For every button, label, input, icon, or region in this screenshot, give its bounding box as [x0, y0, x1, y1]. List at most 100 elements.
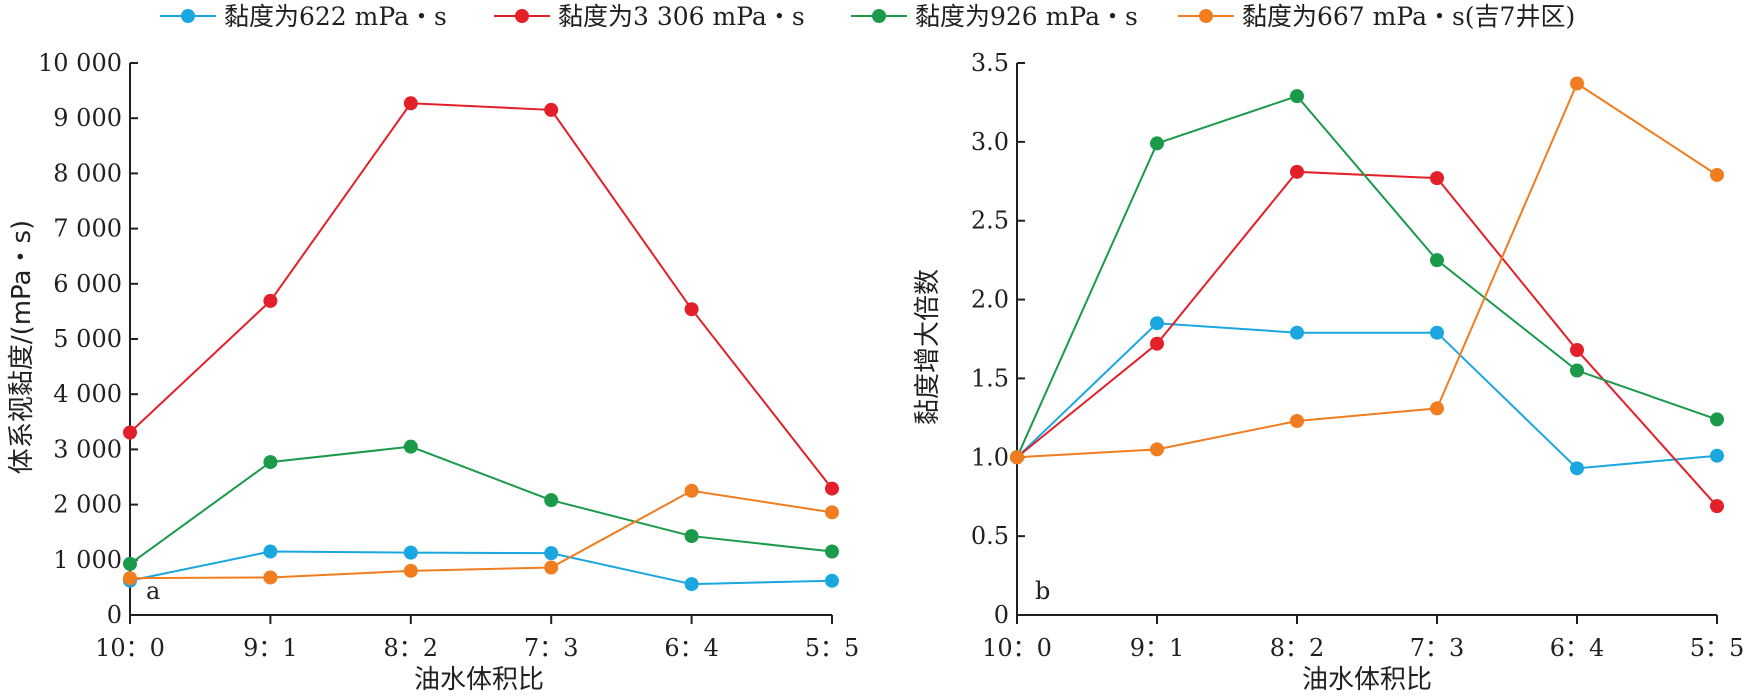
- chart-b-series-1-point: [1710, 448, 1724, 463]
- chart-a-series-2-point: [825, 481, 839, 496]
- chart-b-series-4-point: [1010, 450, 1024, 465]
- chart-a-y-axis-title: 体系视黏度/(mPa・s): [7, 220, 37, 474]
- chart-a-series-4-point: [403, 563, 418, 578]
- chart-a-y-tick-label: 3 000: [53, 435, 122, 463]
- chart-b-axes: 0 0.5 1.0 1.5 2.0 2.5 3.0 3.5 10：0 9：1 8：2 7：3 6：4 5：…: [971, 49, 1744, 662]
- chart-b-series-4-line: [1016, 82, 1718, 459]
- chart-b-series-2-point: [1290, 164, 1304, 179]
- chart-b-series-4: [1010, 76, 1724, 465]
- chart-b-y-tick-label: 3.5: [971, 49, 1009, 77]
- chart-b-y-tick-label: 1.0: [971, 443, 1009, 471]
- chart-b-series-2-point: [1430, 171, 1444, 186]
- chart-b-y-tick-label: 2.0: [971, 286, 1009, 314]
- chart-b-x-tick-label: 9：1: [1130, 634, 1185, 662]
- chart-b-series-3-point: [1150, 136, 1164, 151]
- chart-b-x-tick-label: 6：4: [1550, 634, 1605, 662]
- chart-a-panel-label: a: [146, 577, 160, 605]
- chart-b-x-tick-label: 7：3: [1410, 634, 1465, 662]
- chart-a-axes: 0 1 000 2 000 3 000 4 000 5 000 6 000 7 000 8 00…: [38, 49, 859, 662]
- chart-a-series-2-point: [263, 293, 278, 308]
- chart-b-series-3-point: [1570, 363, 1584, 378]
- chart-a-series-4-point: [123, 571, 137, 586]
- chart-b-series-2-point: [1150, 336, 1164, 351]
- legend-item-3: 黏度为926 mPa・s: [851, 2, 1138, 31]
- chart-a-series-3-point: [825, 544, 839, 559]
- chart-b-series-3-line: [1016, 94, 1718, 458]
- chart-a-x-tick-label: 6：4: [664, 634, 719, 662]
- chart-a-series-3-point: [544, 493, 559, 508]
- chart-a-x-tick-label: 5：5: [805, 634, 860, 662]
- chart-b-series-3-point: [1430, 253, 1444, 268]
- chart-a-y-tick-label: 7 000: [53, 215, 122, 243]
- chart-b-series-3: [1010, 89, 1724, 465]
- chart-a-series-2-point: [544, 102, 559, 117]
- chart-a-series-3-point: [123, 556, 137, 571]
- chart-a-series-3-point: [263, 455, 278, 470]
- chart-b-series-4-point: [1710, 167, 1724, 182]
- legend-item-3-label: 黏度为926 mPa・s: [915, 2, 1138, 31]
- chart-a-series-4-point: [684, 483, 699, 498]
- legend-item-2: 黏度为3 306 mPa・s: [494, 2, 805, 31]
- chart-b-series-1-point: [1430, 325, 1444, 340]
- chart-a-series-2-point: [403, 96, 418, 111]
- chart-b-panel-label: b: [1035, 577, 1050, 605]
- chart-a-series-4-point: [263, 570, 278, 585]
- chart-b-y-axis-title: 黏度增大倍数: [913, 269, 943, 425]
- legend-item-3-marker: [872, 9, 886, 23]
- chart-a-y-tick-label: 0: [107, 601, 122, 629]
- chart-b-series-3-point: [1710, 412, 1724, 427]
- chart-a-y-tick-label: 1 000: [53, 546, 122, 574]
- chart-b-y-tick-label: 0.5: [971, 522, 1009, 550]
- chart-panel-b: 0 0.5 1.0 1.5 2.0 2.5 3.0 3.5 10：0 9：1 8：2 7：3 6：4 5：…: [913, 49, 1744, 695]
- chart-a-series-3: [123, 439, 839, 571]
- chart-b-x-tick-label: 5：5: [1690, 634, 1745, 662]
- legend-item-4-label: 黏度为667 mPa・s(吉7井区): [1242, 2, 1575, 31]
- chart-b-y-tick-label: 0: [994, 601, 1009, 629]
- chart-b-series-2-point: [1710, 499, 1724, 514]
- chart-a-x-tick-label: 9：1: [243, 634, 298, 662]
- chart-a-series-2-line: [129, 102, 833, 490]
- chart-a-series-1-line: [129, 550, 833, 586]
- chart-a-y-tick-label: 8 000: [53, 159, 122, 187]
- chart-b-x-tick-label: 10：0: [982, 634, 1052, 662]
- chart-b-series-2-line: [1016, 170, 1718, 507]
- chart-b-series-2: [1010, 164, 1724, 514]
- chart-b-x-axis-title: 油水体积比: [1302, 665, 1432, 695]
- chart-a-y-tick-label: 4 000: [53, 380, 122, 408]
- chart-a-y-tick-label: 2 000: [53, 491, 122, 519]
- chart-b-series-1-point: [1570, 461, 1584, 476]
- legend-item-1-label: 黏度为622 mPa・s: [224, 2, 447, 31]
- chart-a-series-3-point: [684, 529, 699, 544]
- chart-a-x-tick-label: 10：0: [95, 634, 165, 662]
- chart-b-series-1-point: [1290, 325, 1304, 340]
- chart-a-series-1: [123, 544, 839, 592]
- legend-item-4-marker: [1199, 9, 1213, 23]
- chart-a-y-tick-label: 10 000: [38, 49, 122, 77]
- chart-a-series-4-point: [825, 505, 839, 520]
- chart-b-x-tick-label: 8：2: [1270, 634, 1325, 662]
- legend-item-4: 黏度为667 mPa・s(吉7井区): [1178, 2, 1575, 31]
- chart-b-series-4-point: [1430, 401, 1444, 416]
- chart-panel-a: 0 1 000 2 000 3 000 4 000 5 000 6 000 7 000 8 00…: [7, 49, 859, 695]
- chart-a-y-tick-label: 5 000: [53, 325, 122, 353]
- chart-a-series-2-point: [123, 425, 137, 440]
- chart-a-series-3-line: [129, 445, 833, 565]
- chart-a-series-3-point: [403, 439, 418, 454]
- chart-b-y-tick-label: 3.0: [971, 128, 1009, 156]
- legend-item-1: 黏度为622 mPa・s: [160, 2, 447, 31]
- legend-item-2-label: 黏度为3 306 mPa・s: [558, 2, 805, 31]
- chart-a-series-1-point: [263, 544, 278, 559]
- chart-a-series-4: [123, 483, 839, 586]
- chart-a-y-tick-label: 6 000: [53, 270, 122, 298]
- chart-b-series-3-point: [1290, 89, 1304, 104]
- chart-b-series-1-point: [1150, 316, 1164, 331]
- legend: 黏度为622 mPa・s 黏度为3 306 mPa・s 黏度为926 mPa・s 黏度…: [160, 2, 1575, 31]
- chart-a-series-2-point: [684, 302, 699, 317]
- chart-b-series-2-point: [1570, 343, 1584, 358]
- chart-b-y-tick-label: 1.5: [971, 364, 1009, 392]
- chart-a-series-2: [123, 96, 839, 496]
- legend-item-1-marker: [181, 9, 195, 23]
- chart-b-series-4-point: [1150, 442, 1164, 457]
- chart-a-x-tick-label: 7：3: [524, 634, 579, 662]
